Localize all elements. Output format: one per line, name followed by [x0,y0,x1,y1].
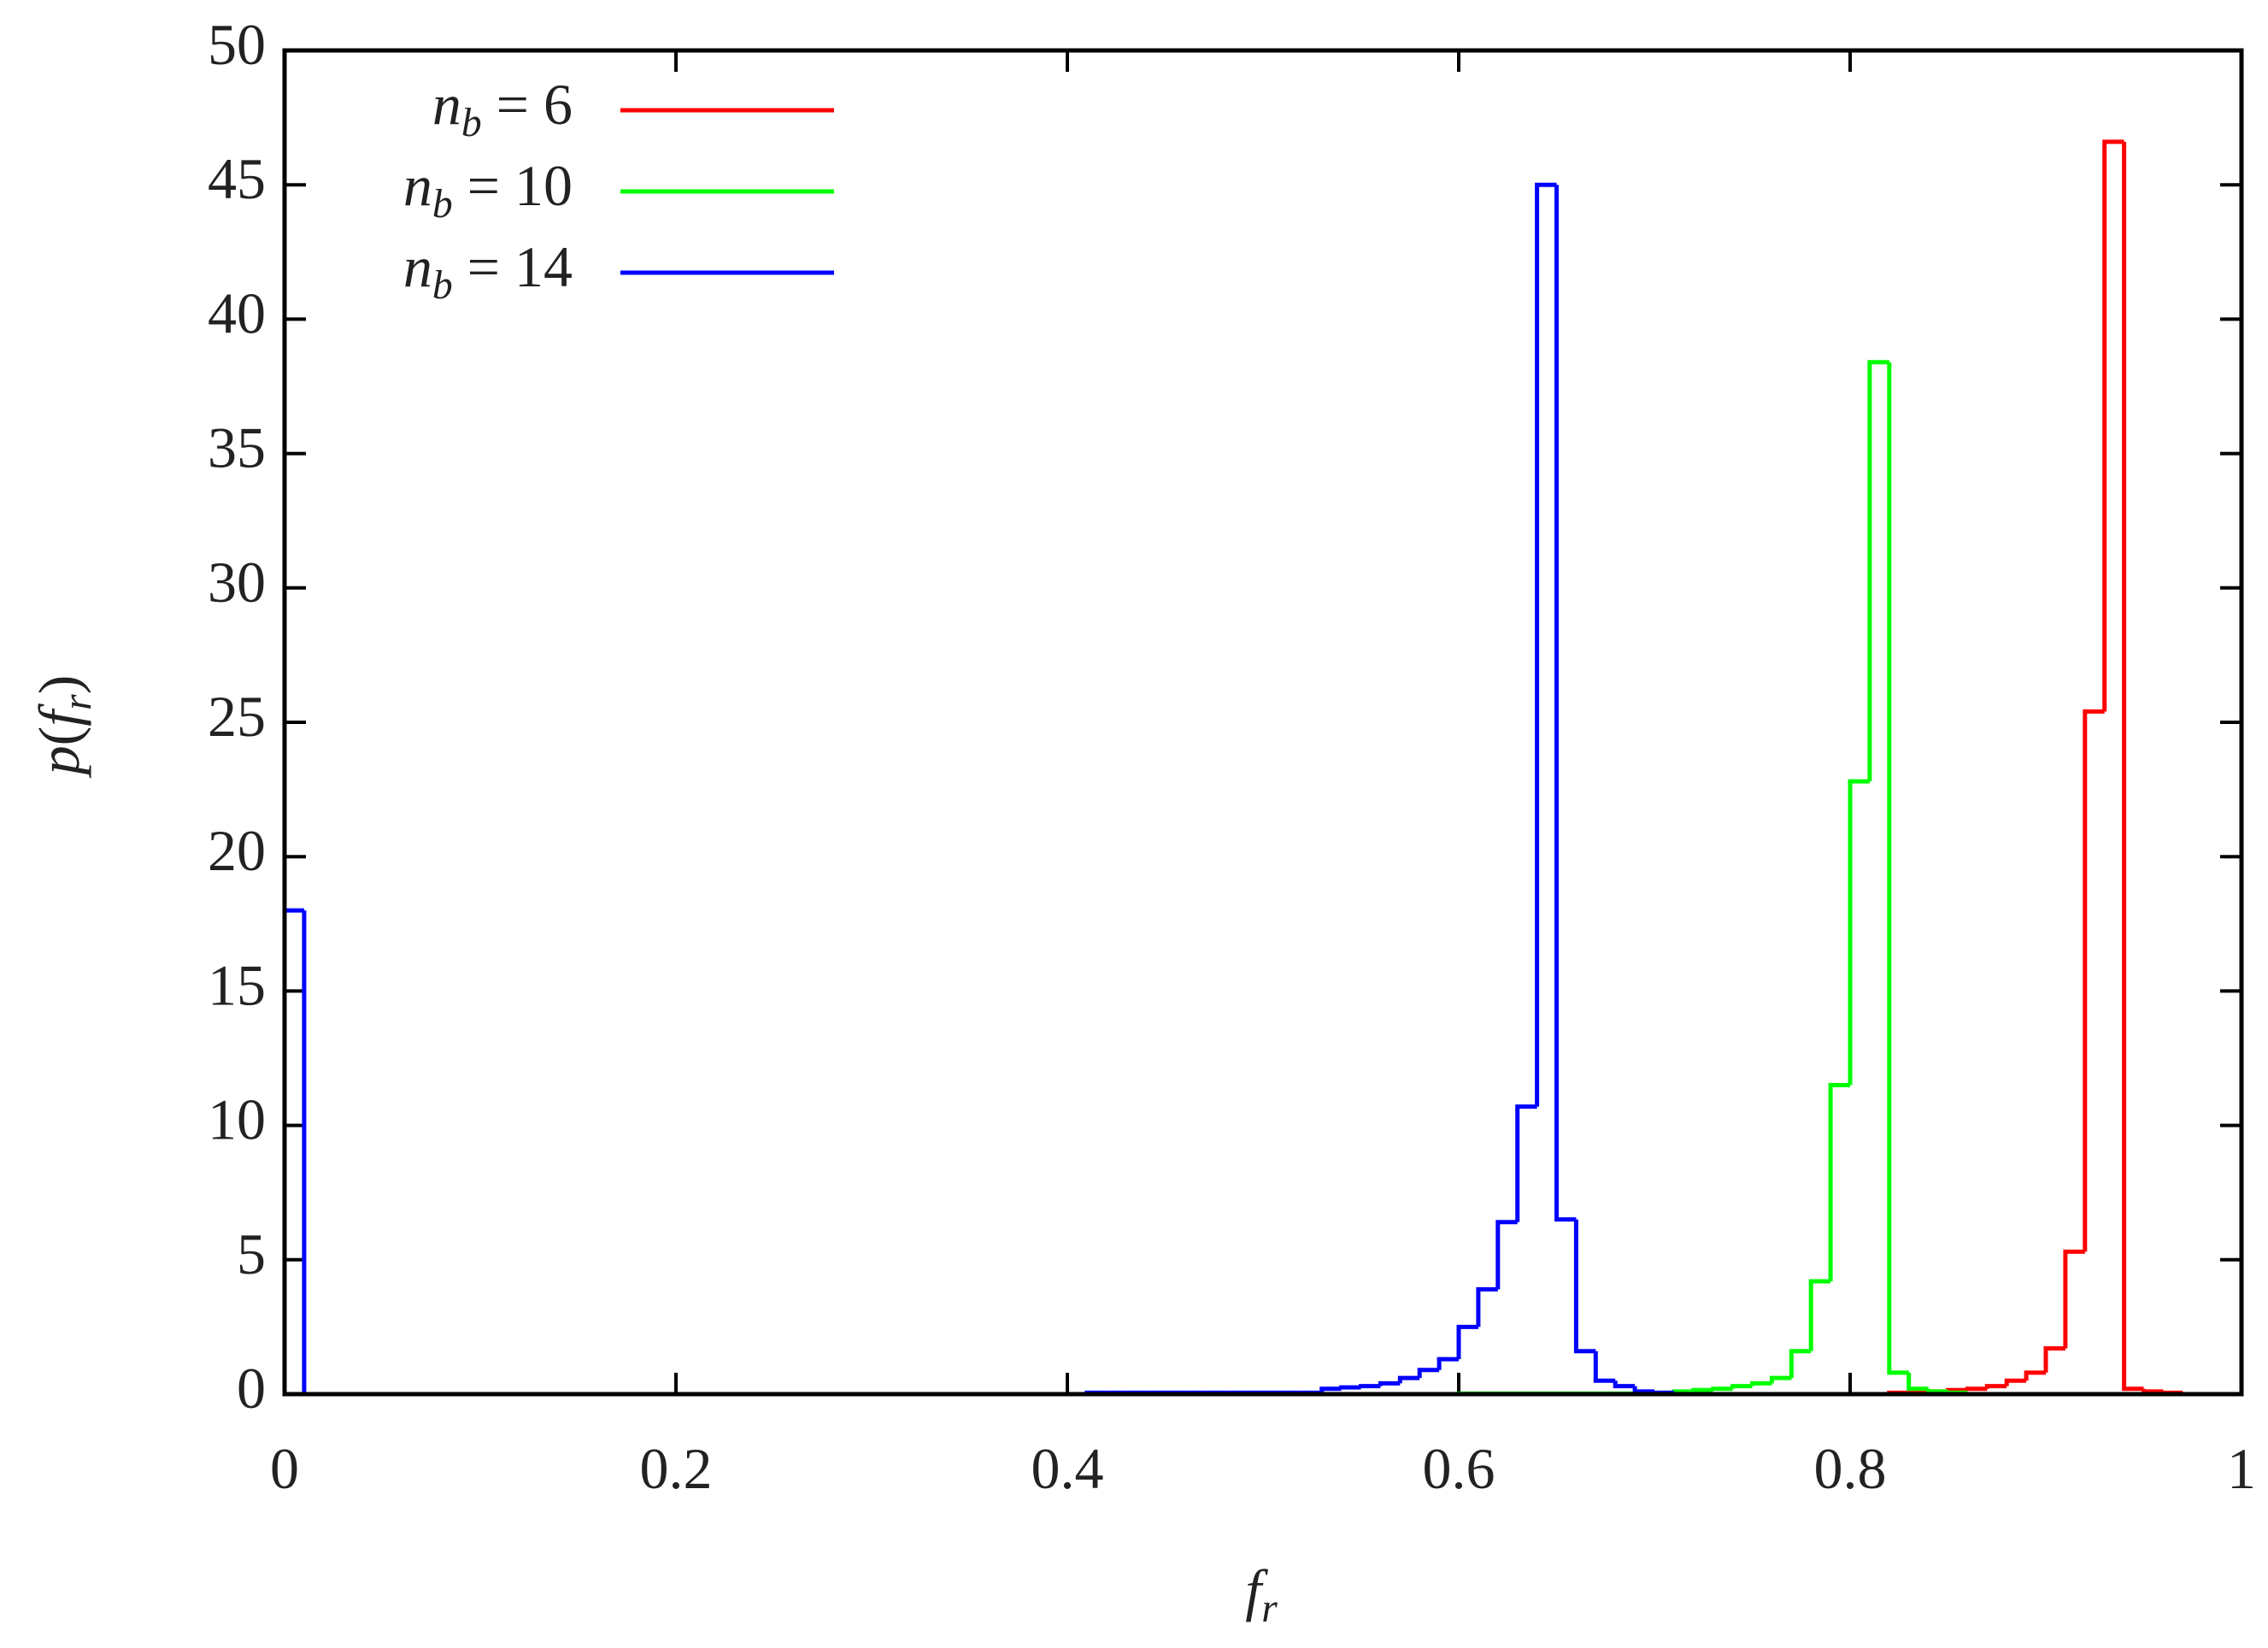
histogram-step [1789,1349,1812,1379]
y-tick-label: 20 [208,818,266,883]
histogram-step [1456,1324,1478,1360]
x-tick-label: 0.8 [1814,1436,1887,1501]
legend-label: nb = 10 [403,153,573,227]
x-tick-label: 0.6 [1423,1436,1495,1501]
histogram-step [1632,1386,1654,1394]
y-tick-label: 50 [208,12,266,77]
y-tick-label: 5 [237,1221,266,1286]
histogram-step [2024,1370,2046,1381]
histogram-step [2122,141,2144,1392]
histogram-step [1573,1219,1596,1354]
histogram-step [1359,1384,1381,1389]
histogram-step [2063,1249,2085,1349]
histogram-step [1867,360,1889,782]
histogram-step [1926,1388,1948,1394]
histogram-step [1965,1386,1988,1392]
histogram-step [2043,1346,2065,1373]
histogram-step [2004,1378,2027,1386]
histogram-step [282,908,304,1394]
histogram-step [1887,362,1909,1375]
histogram-step [1397,1375,1420,1384]
histogram-step [1535,182,1557,1107]
x-tick-label: 0.2 [640,1436,713,1501]
histogram-step [1907,1372,1929,1392]
histogram-step [1378,1380,1401,1386]
histogram-step [302,910,324,1397]
x-tick-label: 0 [270,1436,299,1501]
x-axis-label: fr [1245,1557,1278,1631]
y-tick-label: 30 [208,549,266,614]
histogram-step [1808,1279,1831,1351]
histogram-step [1554,185,1577,1222]
histogram-step [2083,709,2105,1252]
histogram-step [1730,1384,1753,1389]
y-tick-label: 25 [208,684,266,749]
legend-label: nb = 14 [403,234,573,308]
histogram-step [1319,1386,1342,1393]
histogram-step [1828,1082,1850,1281]
histogram-step [1515,1104,1537,1222]
histogram-step [1476,1286,1498,1327]
histogram-step [1984,1384,2007,1389]
histogram-step [1495,1220,1518,1290]
x-tick-label: 0.4 [1031,1436,1104,1501]
y-tick-label: 45 [208,146,266,211]
y-axis-label: p(fr) [26,675,100,779]
histogram-step [2102,139,2124,712]
x-tick-label: 1 [2227,1436,2256,1501]
y-tick-label: 0 [237,1356,266,1421]
histogram-step [1750,1380,1772,1386]
plot-border [282,48,2244,1397]
y-tick-label: 40 [208,280,266,345]
histogram-step [1769,1375,1792,1384]
histogram-step [1613,1380,1636,1389]
legend-label: nb = 6 [432,72,573,145]
histogram-step [1711,1386,1733,1392]
histogram-step [1593,1351,1616,1383]
histogram-step [1691,1387,1713,1392]
histogram-step [1417,1368,1440,1379]
histogram-step [1437,1357,1459,1370]
y-tick-label: 35 [208,415,266,480]
y-tick-label: 10 [208,1086,266,1151]
histogram-step [1848,779,1870,1086]
histogram-step [2142,1388,2164,1394]
y-tick-label: 15 [208,952,266,1017]
histogram-step [1339,1385,1361,1390]
